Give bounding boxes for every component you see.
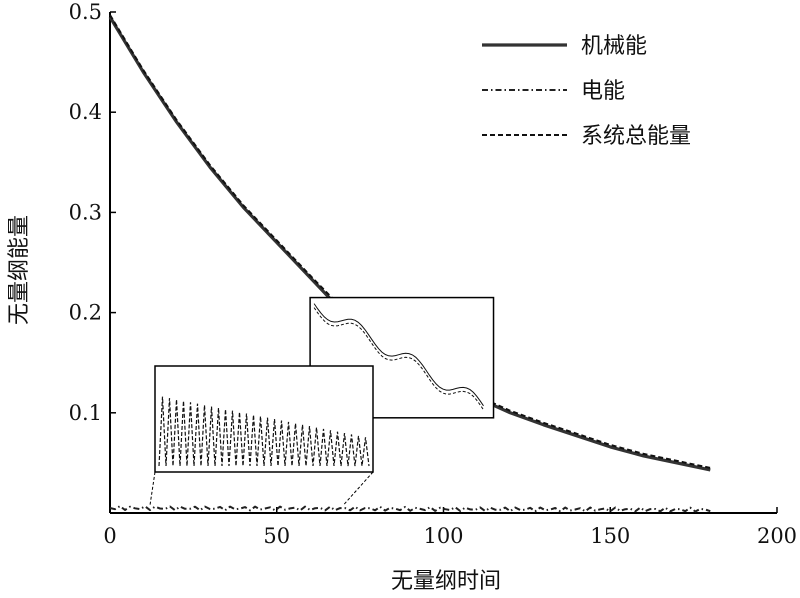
y-tick-label: 0.5	[69, 0, 102, 24]
zoom-connector-right	[343, 471, 374, 506]
x-tick-label: 200	[757, 524, 797, 548]
y-tick-label: 0.1	[69, 401, 102, 425]
legend-label-1: 机械能	[581, 34, 647, 59]
x-tick-label: 100	[423, 524, 463, 548]
zoom-detail-oscillation	[158, 396, 370, 467]
y-tick-label: 0.4	[69, 100, 102, 124]
x-tick-label: 150	[590, 524, 630, 548]
zoom-detail-line	[313, 303, 484, 407]
legend-label-3: 系统总能量	[581, 124, 691, 149]
y-axis-label: 无量纲能量	[7, 215, 32, 325]
zoom-detail-line	[313, 307, 484, 411]
zoom-insets	[149, 296, 495, 506]
y-tick-label: 0.2	[69, 301, 102, 325]
series-line-2	[109, 505, 711, 513]
x-axis-label: 无量纲时间	[391, 569, 501, 594]
x-tick-label: 0	[103, 524, 116, 548]
zoom-connector-left	[149, 471, 156, 506]
y-tick-label: 0.3	[69, 200, 102, 224]
legend-label-2: 电能	[581, 79, 625, 104]
x-tick-label: 50	[263, 524, 290, 548]
tick-labels: 0 50 100 150 200 0.1 0.2 0.3 0.4 0.5	[69, 0, 797, 548]
